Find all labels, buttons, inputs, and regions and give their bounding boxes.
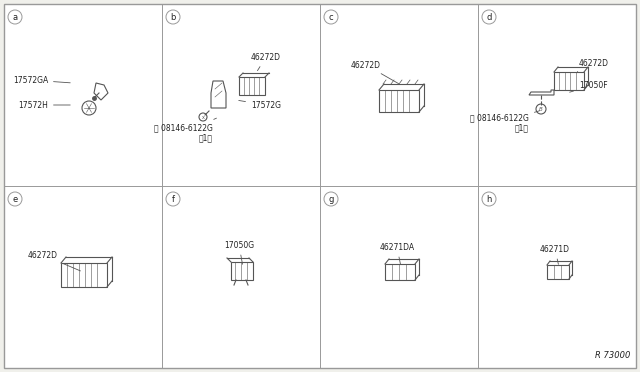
Text: 46271D: 46271D (540, 244, 570, 264)
Text: d: d (486, 13, 492, 22)
Text: 17572G: 17572G (239, 100, 281, 109)
Text: R 73000: R 73000 (595, 351, 630, 360)
Circle shape (482, 192, 496, 206)
Bar (61, 263, 107, 287)
Bar (379, 90, 419, 112)
Text: 46272D: 46272D (251, 52, 281, 71)
Text: c: c (329, 13, 333, 22)
Circle shape (482, 10, 496, 24)
Text: a: a (12, 13, 17, 22)
Text: 46271DA: 46271DA (380, 243, 415, 264)
Text: 46272D: 46272D (28, 250, 81, 271)
Text: 46272D: 46272D (577, 58, 609, 72)
Circle shape (166, 10, 180, 24)
Text: 17572GA: 17572GA (13, 76, 70, 84)
Bar (385, 264, 415, 280)
Text: b: b (170, 13, 176, 22)
Text: Ⓑ 08146-6122G
（1）: Ⓑ 08146-6122G （1） (154, 118, 216, 143)
Text: B: B (539, 106, 543, 112)
Text: f: f (172, 195, 175, 203)
Text: x: x (202, 115, 204, 119)
Circle shape (8, 192, 22, 206)
Circle shape (324, 192, 338, 206)
Bar (239, 77, 265, 95)
Circle shape (324, 10, 338, 24)
Bar (547, 265, 569, 279)
Text: 17572H: 17572H (18, 100, 70, 109)
Circle shape (166, 192, 180, 206)
Text: g: g (328, 195, 333, 203)
Text: h: h (486, 195, 492, 203)
Text: Ⓑ 08146-6122G
（1）: Ⓑ 08146-6122G （1） (470, 111, 540, 133)
Text: 17050F: 17050F (570, 80, 607, 92)
Circle shape (8, 10, 22, 24)
Bar (231, 262, 253, 280)
Bar (554, 72, 584, 90)
Text: 46272D: 46272D (351, 61, 399, 84)
Text: 17050G: 17050G (224, 241, 254, 264)
Text: e: e (12, 195, 18, 203)
